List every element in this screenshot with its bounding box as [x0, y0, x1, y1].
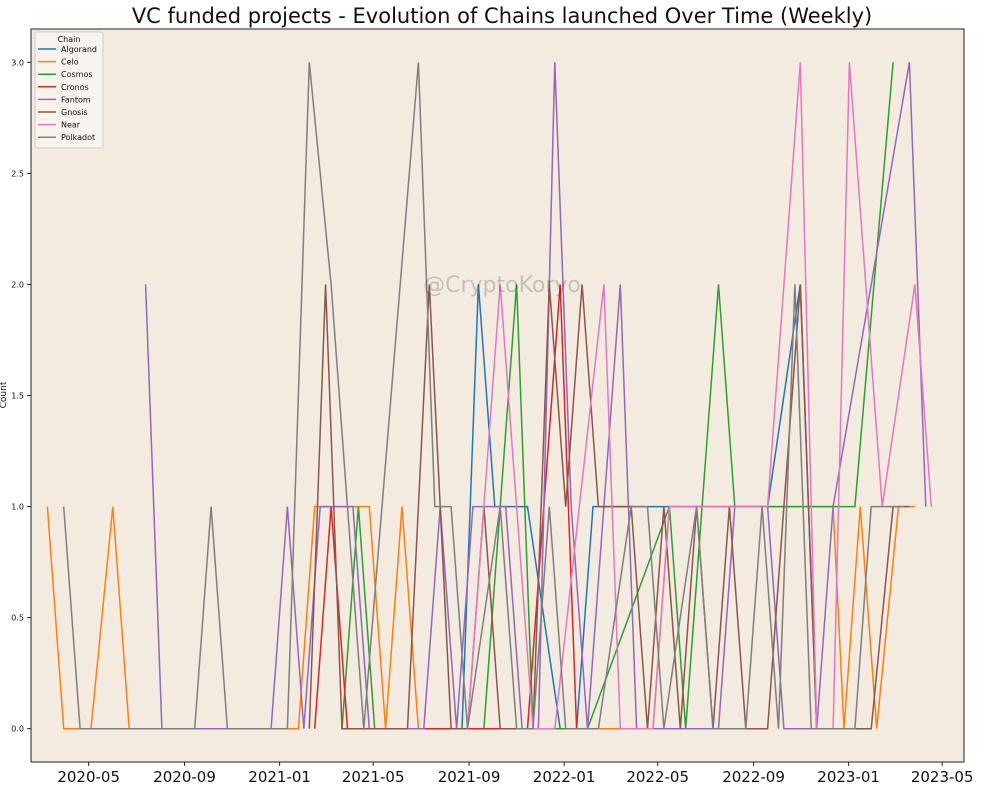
legend-label-polkadot: Polkadot [61, 133, 95, 142]
y-tick-label: 1.5 [11, 392, 24, 401]
y-tick-label: 0.0 [11, 725, 24, 734]
legend-label-celo: Celo [61, 58, 79, 67]
series-line-near [466, 62, 933, 730]
y-axis: 0.0 0.5 1.0 1.5 2.0 2.5 3.0 [11, 58, 31, 734]
legend-items: Algorand Celo Cosmos Cronos Fantom Gnosis Near… [38, 45, 97, 142]
legend-label-fantom: Fantom [61, 95, 91, 104]
x-tick-label: 2022-09 [722, 768, 785, 786]
chart-title: VC funded projects - Evolution of Chains… [132, 4, 872, 28]
y-tick-label: 3.0 [11, 58, 24, 67]
x-tick-label: 2021-05 [342, 768, 405, 786]
series-line-polkadot [62, 62, 904, 730]
legend-label-gnosis: Gnosis [61, 108, 88, 117]
legend-title: Chain [58, 35, 81, 44]
legend-label-cronos: Cronos [61, 83, 89, 92]
x-tick-label: 2020-05 [57, 768, 120, 786]
y-axis-label: Count [0, 381, 9, 408]
x-tick-label: 2021-01 [248, 768, 311, 786]
y-tick-label: 1.0 [11, 503, 24, 512]
x-tick-label: 2023-05 [911, 768, 974, 786]
x-axis: 2020-05 2020-09 2021-01 2021-05 2021-09 2022-… [57, 762, 974, 786]
x-tick-label: 2022-05 [626, 768, 689, 786]
plot-area [30, 28, 965, 763]
x-tick-label: 2023-01 [817, 768, 880, 786]
legend: Chain Algorand Celo Cosmos Cronos Fantom Gnos… [34, 31, 104, 149]
watermark: @CryptoKoryo [423, 273, 581, 298]
legend-label-near: Near [61, 121, 81, 130]
y-tick-label: 0.5 [11, 614, 24, 623]
series-line-celo [46, 505, 915, 730]
y-tick-label: 2.0 [11, 280, 24, 289]
legend-label-algorand: Algorand [61, 45, 97, 54]
y-tick-label: 2.5 [11, 169, 24, 178]
x-tick-label: 2022-01 [533, 768, 596, 786]
series-layer [46, 62, 933, 730]
x-tick-label: 2020-09 [153, 768, 216, 786]
x-tick-label: 2021-09 [438, 768, 501, 786]
legend-label-cosmos: Cosmos [61, 70, 93, 79]
